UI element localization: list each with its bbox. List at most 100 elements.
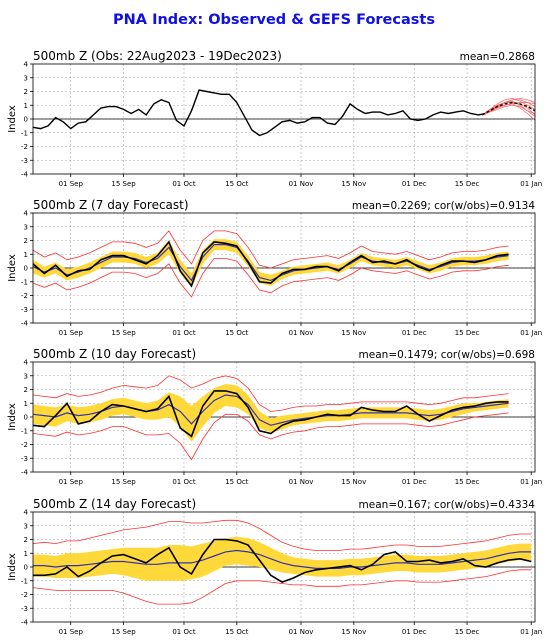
y-tick-label: -4 bbox=[21, 619, 29, 627]
panel-3: 4 3 2 1 0 -1 -2 -3 -4 01 Sep 15 Sep 01 Oct 15 Oct 01 … bbox=[7, 347, 542, 486]
x-tick-label: 15 Nov bbox=[341, 628, 366, 636]
y-tick-label: -4 bbox=[21, 320, 29, 328]
y-tick-label: 0 bbox=[24, 564, 28, 572]
x-tick-label: 15 Oct bbox=[225, 478, 248, 486]
x-tick-label: 01 Jan bbox=[520, 180, 542, 188]
panel-stat: mean=0.2868 bbox=[460, 51, 535, 63]
x-tick-label: 01 Nov bbox=[289, 329, 314, 337]
x-tick-label: 15 Nov bbox=[341, 478, 366, 486]
panel-title: 500mb Z (14 day Forecast) bbox=[33, 497, 196, 511]
y-tick-label: -1 bbox=[21, 577, 28, 585]
y-tick-label: 4 bbox=[24, 359, 29, 367]
y-tick-label: 1 bbox=[24, 102, 28, 110]
x-tick-label: 01 Sep bbox=[59, 628, 84, 636]
y-tick-label: 1 bbox=[24, 550, 28, 558]
x-tick-label: 01 Jan bbox=[520, 628, 542, 636]
observed-line bbox=[32, 240, 509, 288]
panel-1: 4 3 2 1 0 -1 -2 -3 -4 01 Sep 15 Sep 01 Oct 15 Oct 01 … bbox=[7, 49, 542, 188]
y-tick-label: 3 bbox=[24, 372, 28, 380]
x-tick-label: 01 Nov bbox=[289, 180, 314, 188]
x-tick-label: 15 Sep bbox=[111, 628, 136, 636]
y-tick-label: -1 bbox=[21, 427, 28, 435]
y-tick-label: -4 bbox=[21, 469, 29, 477]
x-tick-label: 15 Nov bbox=[341, 180, 366, 188]
y-tick-label: 0 bbox=[24, 265, 28, 273]
x-tick-label: 15 Dec bbox=[455, 628, 480, 636]
x-tick-label: 01 Oct bbox=[172, 329, 195, 337]
y-tick-label: -3 bbox=[21, 605, 28, 613]
panel-stat: mean=0.1479; cor(w/obs)=0.698 bbox=[359, 349, 535, 361]
panel-2: 4 3 2 1 0 -1 -2 -3 -4 01 Sep 15 Sep 01 Oct 15 Oct 01 … bbox=[7, 198, 542, 337]
lower-bound-line bbox=[32, 569, 532, 605]
y-tick-label: 0 bbox=[24, 116, 28, 124]
ensemble-member-line bbox=[482, 98, 536, 116]
ensemble-mean-line bbox=[33, 549, 532, 569]
y-tick-label: -1 bbox=[21, 129, 28, 137]
x-tick-label: 01 Nov bbox=[289, 628, 314, 636]
x-tick-label: 15 Oct bbox=[225, 628, 248, 636]
x-tick-label: 01 Sep bbox=[59, 180, 84, 188]
y-tick-label: 2 bbox=[24, 386, 28, 394]
y-tick-label: 4 bbox=[24, 210, 29, 218]
figure-title: PNA Index: Observed & GEFS Forecasts bbox=[113, 12, 435, 28]
y-tick-label: 3 bbox=[24, 522, 28, 530]
lower-bound-line bbox=[32, 412, 509, 461]
observed-line bbox=[33, 538, 532, 583]
upper-bound-line bbox=[32, 375, 509, 412]
y-tick-label: -3 bbox=[21, 157, 28, 165]
y-tick-label: -2 bbox=[21, 143, 28, 151]
x-tick-label: 01 Dec bbox=[402, 180, 427, 188]
y-axis-label: Index bbox=[7, 105, 18, 133]
panel-4: 4 3 2 1 0 -1 -2 -3 -4 01 Sep 15 Sep 01 Oct 15 Oct 01 … bbox=[7, 497, 542, 636]
x-tick-label: 01 Nov bbox=[289, 478, 314, 486]
lower-bound-line bbox=[32, 258, 509, 298]
observed-line bbox=[32, 89, 487, 137]
ensemble-member-line bbox=[482, 104, 536, 116]
x-tick-label: 15 Oct bbox=[225, 180, 248, 188]
y-tick-label: 3 bbox=[24, 74, 28, 82]
y-tick-label: 2 bbox=[24, 237, 28, 245]
x-tick-label: 01 Sep bbox=[59, 478, 84, 486]
x-tick-label: 01 Sep bbox=[59, 329, 84, 337]
y-tick-label: -2 bbox=[21, 591, 28, 599]
y-tick-label: 2 bbox=[24, 536, 28, 544]
y-tick-label: 1 bbox=[24, 400, 28, 408]
spread-band bbox=[33, 536, 532, 581]
x-tick-label: 15 Sep bbox=[111, 329, 136, 337]
x-tick-label: 01 Jan bbox=[520, 478, 542, 486]
y-tick-label: -4 bbox=[21, 171, 29, 179]
y-tick-label: 4 bbox=[24, 509, 29, 517]
y-tick-label: 4 bbox=[24, 61, 29, 69]
x-tick-label: 15 Sep bbox=[111, 478, 136, 486]
spread-band bbox=[33, 384, 509, 442]
panel-title: 500mb Z (10 day Forecast) bbox=[33, 347, 196, 361]
y-tick-label: -1 bbox=[21, 278, 28, 286]
y-tick-label: 0 bbox=[24, 414, 28, 422]
x-tick-label: 01 Oct bbox=[172, 180, 195, 188]
y-tick-label: 3 bbox=[24, 223, 28, 231]
panel-title: 500mb Z (7 day Forecast) bbox=[33, 198, 189, 212]
ensemble-member-line bbox=[482, 103, 536, 121]
x-tick-label: 15 Nov bbox=[341, 329, 366, 337]
panel-stat: mean=0.167; cor(w/obs)=0.4334 bbox=[359, 499, 536, 511]
panel-title: 500mb Z (Obs: 22Aug2023 - 19Dec2023) bbox=[33, 49, 282, 63]
x-tick-label: 01 Dec bbox=[402, 329, 427, 337]
upper-bound-line bbox=[32, 230, 509, 269]
x-tick-label: 15 Dec bbox=[455, 329, 480, 337]
y-tick-label: -3 bbox=[21, 455, 28, 463]
y-tick-label: 1 bbox=[24, 251, 28, 259]
x-tick-label: 01 Dec bbox=[402, 478, 427, 486]
x-tick-label: 15 Dec bbox=[455, 180, 480, 188]
forecast-mean-line bbox=[481, 101, 536, 116]
ensemble-mean-line bbox=[32, 244, 509, 282]
x-tick-label: 15 Sep bbox=[111, 180, 136, 188]
y-tick-label: -2 bbox=[21, 441, 28, 449]
x-tick-label: 01 Oct bbox=[172, 478, 195, 486]
panel-stat: mean=0.2269; cor(w/obs)=0.9134 bbox=[352, 200, 535, 212]
x-tick-label: 15 Oct bbox=[225, 329, 248, 337]
x-tick-label: 01 Jan bbox=[520, 329, 542, 337]
ensemble-mean-line bbox=[32, 394, 509, 426]
y-tick-label: -2 bbox=[21, 292, 28, 300]
y-axis-label: Index bbox=[7, 254, 18, 282]
